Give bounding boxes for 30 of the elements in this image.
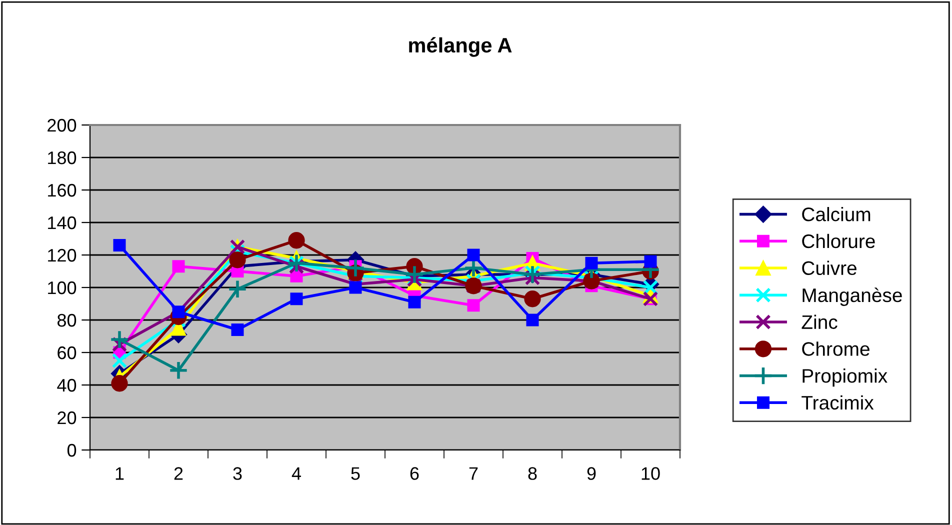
x-tick-label: 7 [469, 467, 478, 480]
x-tick-label: 1 [116, 467, 124, 480]
legend-label: Calcium [802, 207, 870, 222]
x-tick-label: 10 [642, 467, 660, 480]
y-tick-label: 0 [67, 444, 76, 457]
chart-title: mélange A [409, 37, 512, 57]
legend-label: Propiomix [802, 368, 888, 387]
legend-label: Tracimix [802, 395, 874, 410]
y-tick-label: 180 [48, 151, 76, 164]
y-tick-label: 140 [48, 216, 76, 230]
legend-label: Cuivre [802, 260, 856, 276]
y-tick-label: 60 [58, 346, 76, 360]
y-tick-label: 120 [48, 248, 76, 262]
y-tick-label: 80 [58, 314, 76, 327]
x-tick-label: 9 [587, 467, 596, 480]
y-tick-label: 160 [48, 184, 76, 197]
y-tick-label: 20 [58, 411, 76, 424]
legend-label: Zinc [802, 314, 838, 330]
y-tick-label: 40 [57, 378, 76, 392]
x-tick-label: 6 [410, 467, 419, 480]
x-tick-label: 4 [292, 467, 301, 480]
y-tick-label: 200 [48, 118, 76, 132]
y-tick-label: 100 [48, 281, 76, 294]
x-tick-label: 3 [233, 467, 242, 480]
legend-label: Chlorure [802, 234, 875, 248]
x-tick-label: 5 [351, 467, 360, 480]
x-tick-label: 8 [528, 467, 537, 480]
legend-label: Manganèse [802, 288, 902, 306]
legend-label: Chrome [802, 342, 870, 356]
x-tick-label: 2 [174, 467, 183, 480]
